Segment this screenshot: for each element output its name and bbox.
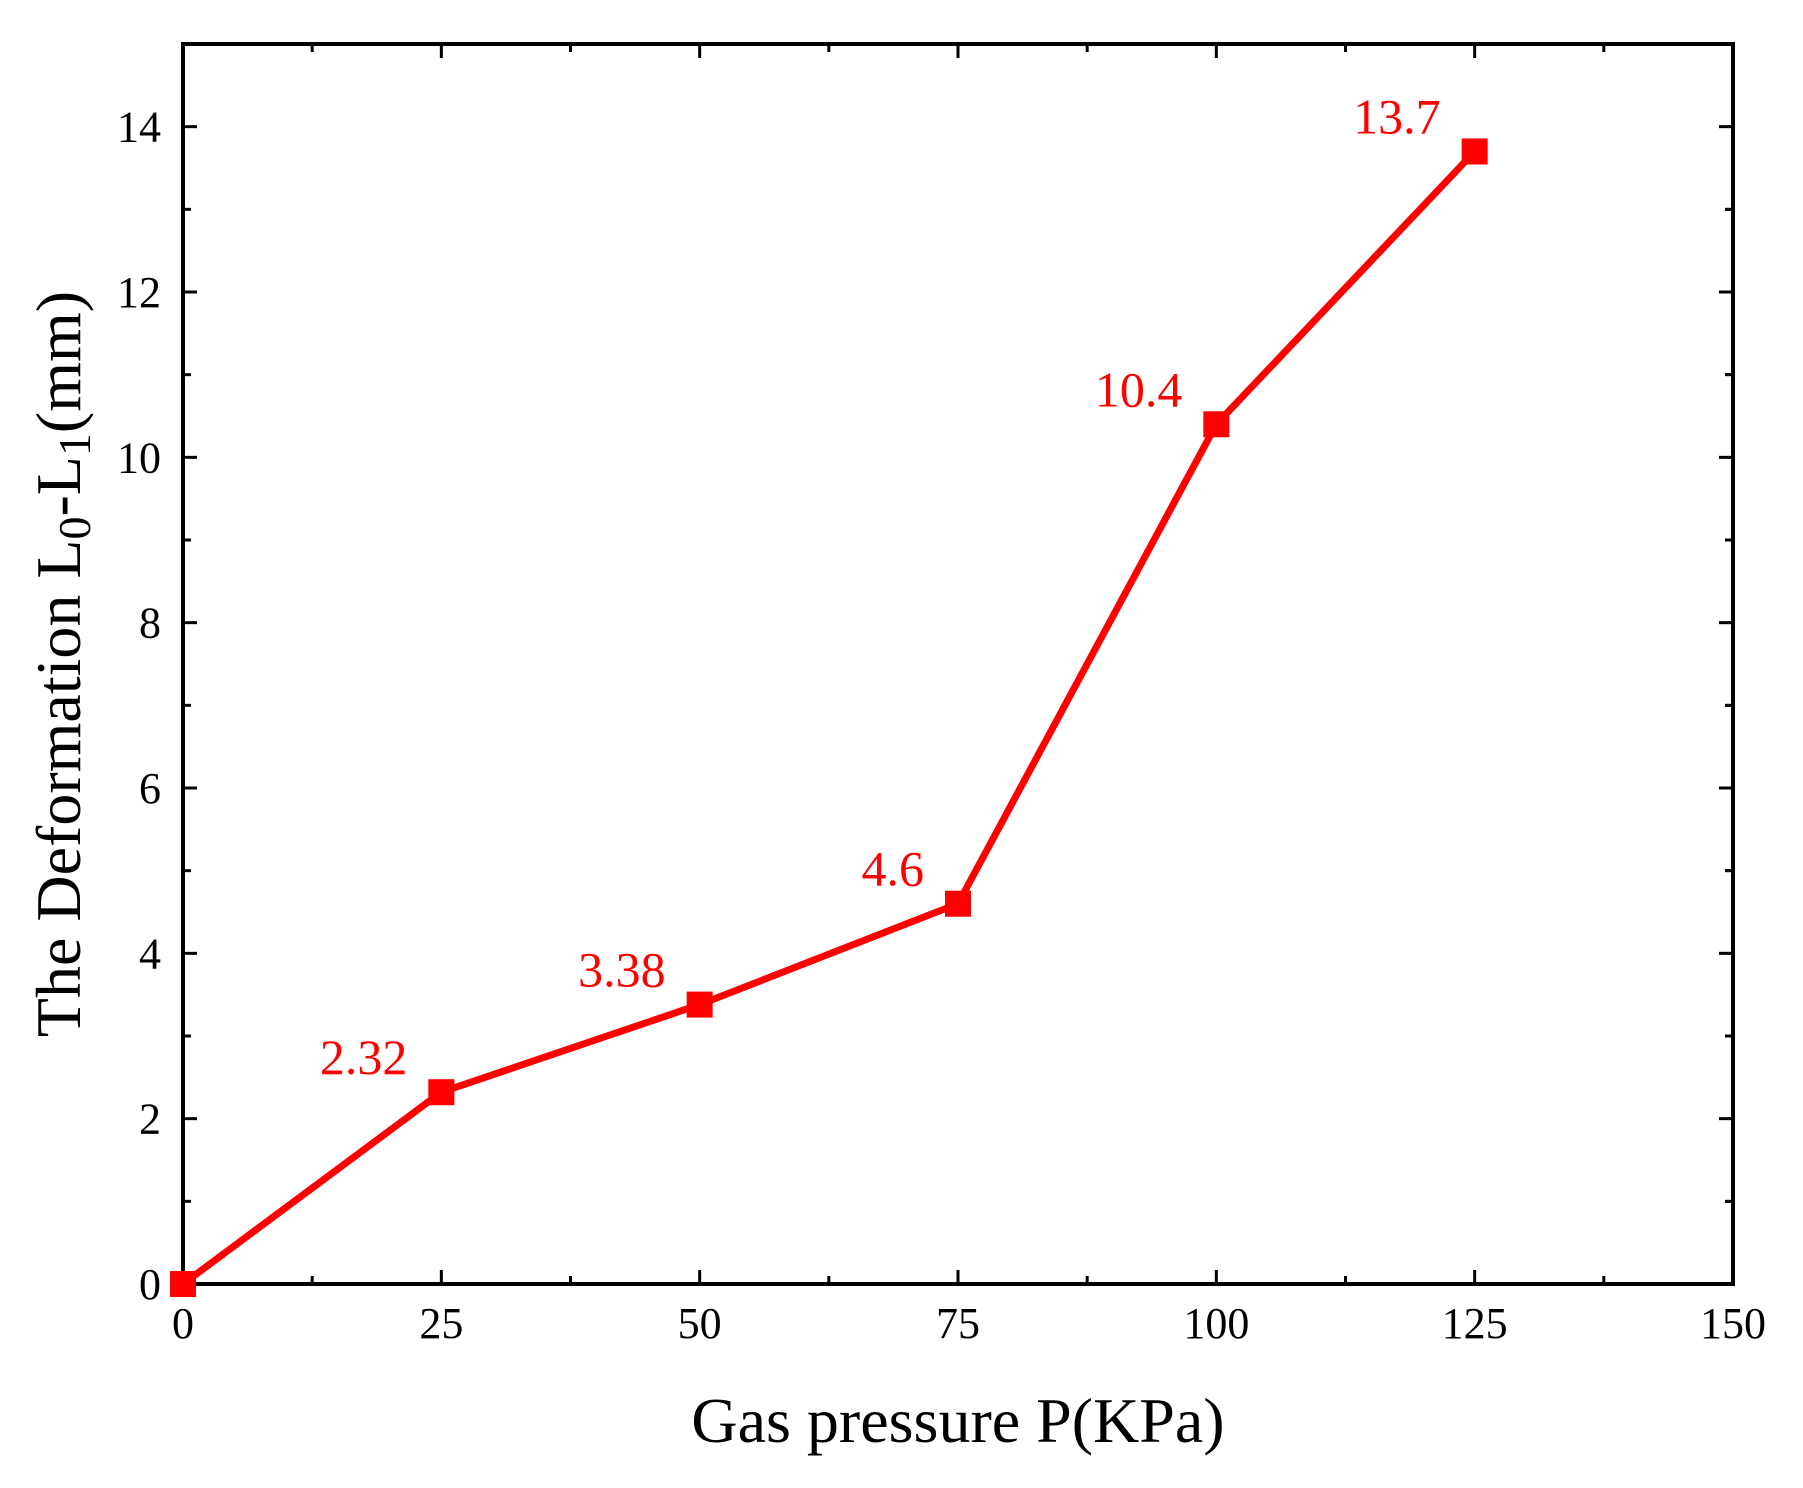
- x-tick-label: 125: [1442, 1299, 1508, 1348]
- data-point-marker: [945, 890, 971, 917]
- y-axis-title-prefix: The Deformation L: [23, 540, 94, 1038]
- data-point-marker: [170, 1271, 196, 1297]
- x-tick-label: 25: [419, 1299, 463, 1348]
- x-tick-label: 100: [1183, 1299, 1249, 1348]
- series-layer: 2.32 3.38 4.6 10.4 13.7: [170, 88, 1488, 1297]
- data-point-label: 3.38: [578, 942, 666, 998]
- y-tick-label: 4: [139, 929, 161, 978]
- series-line: [180, 149, 1478, 1287]
- x-tick-label: 50: [678, 1299, 722, 1348]
- data-point-marker: [686, 991, 713, 1018]
- data-point-label: 10.4: [1095, 361, 1183, 417]
- data-point-marker: [1461, 138, 1488, 165]
- y-tick-label: 14: [117, 103, 161, 152]
- x-tick-label: 0: [172, 1299, 194, 1348]
- plot-frame: [181, 42, 1735, 1286]
- x-axis-title: Gas pressure P(KPa): [691, 1385, 1224, 1456]
- x-tick-label: 75: [936, 1299, 980, 1348]
- y-tick-label: 0: [139, 1260, 161, 1309]
- data-point-marker: [428, 1079, 455, 1106]
- y-axis-title-sub-0: 0: [49, 517, 100, 540]
- x-axis-ticks: 0 25 50 75 100 125 150: [172, 44, 1766, 1348]
- data-point-marker: [1203, 411, 1230, 438]
- data-point-label: 13.7: [1353, 88, 1441, 144]
- y-axis-title-suffix: (mm): [23, 291, 94, 433]
- y-axis-ticks: 0 2 4 6 8 10 12 14: [117, 103, 1733, 1309]
- y-axis-title-middle: -L: [23, 456, 94, 516]
- data-point-label: 4.6: [862, 841, 925, 897]
- y-tick-label: 12: [117, 268, 161, 317]
- y-tick-label: 2: [139, 1095, 161, 1144]
- y-tick-label: 8: [139, 599, 161, 648]
- y-axis-title: The Deformation L0-L1(mm): [23, 291, 100, 1037]
- y-tick-label: 10: [117, 433, 161, 482]
- data-point-label: 2.32: [320, 1029, 408, 1085]
- x-tick-label: 150: [1700, 1299, 1766, 1348]
- y-tick-label: 6: [139, 764, 161, 813]
- y-axis-title-sub-1: 1: [49, 433, 100, 456]
